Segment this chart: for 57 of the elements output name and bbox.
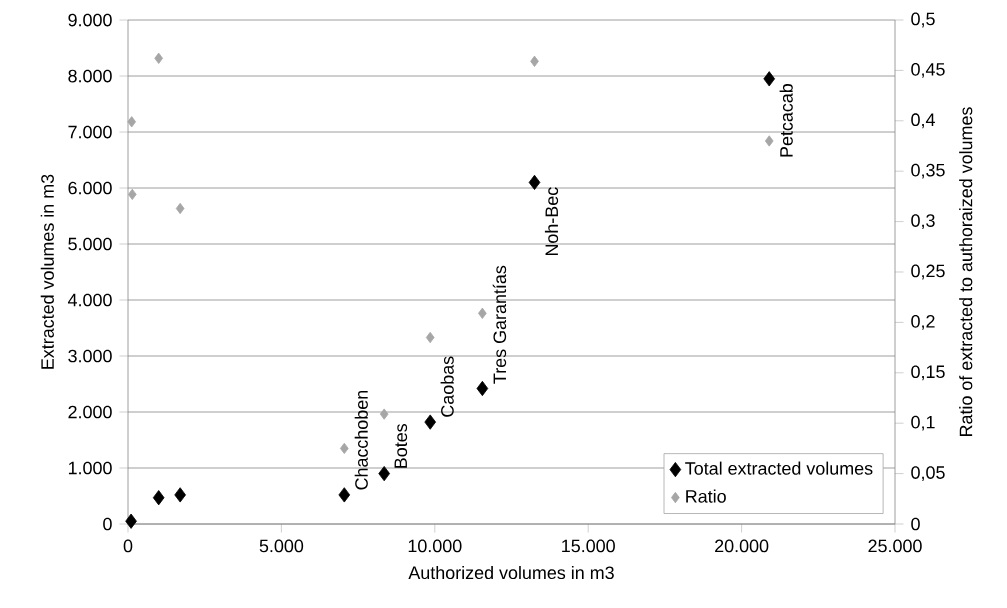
y-tick-label: 3.000 — [68, 349, 112, 363]
y-axis-title: Extracted volumes in m3 — [40, 174, 54, 369]
point — [478, 307, 487, 319]
legend-label: Total extracted volumes — [685, 461, 873, 475]
point — [154, 52, 163, 64]
annotation: Chacchoben — [354, 390, 368, 490]
point — [152, 490, 165, 506]
point — [128, 188, 137, 200]
y-tick-label: 9.000 — [68, 13, 112, 27]
y-tick-label: 4.000 — [67, 293, 112, 307]
annotation: Botes — [394, 424, 408, 468]
x-tick-label: 15.000 — [562, 539, 615, 553]
y-tick-label: 2.000 — [68, 405, 112, 419]
point — [528, 174, 541, 191]
y2-tick-label: 0,05 — [911, 466, 945, 481]
y2-tick-label: 0,3 — [911, 214, 935, 229]
y-tick-label: 0 — [103, 517, 112, 531]
x-tick-label: 5.000 — [259, 539, 304, 553]
y2-tick-label: 0,45 — [911, 62, 945, 78]
annotation: Petcacab — [779, 83, 793, 157]
point — [764, 135, 774, 147]
y-tick-label: 5.000 — [68, 237, 112, 251]
point — [425, 331, 435, 344]
y-tick-label: 7.000 — [68, 125, 112, 139]
legend-label: Ratio — [686, 489, 726, 503]
x-tick-label: 20.000 — [715, 539, 769, 553]
annotation: Tres Garantías — [492, 265, 507, 384]
y2-tick-label: 0,15 — [911, 365, 945, 381]
point — [175, 202, 185, 215]
point — [379, 408, 389, 420]
y2-tick-label: 0,4 — [911, 113, 935, 129]
point — [378, 466, 390, 482]
point — [125, 513, 137, 529]
y2-tick-label: 0,5 — [911, 12, 935, 28]
point — [530, 55, 539, 67]
annotation: Noh-Bec — [544, 187, 559, 256]
y2-axis-title: Ratio of extracted to authoraized volumes — [959, 107, 973, 436]
point — [127, 116, 136, 128]
y2-tick-label: 0,1 — [911, 415, 935, 431]
point — [174, 487, 186, 503]
point — [424, 414, 436, 430]
y-tick-label: 1.000 — [68, 461, 112, 475]
x-tick-label: 10.000 — [408, 539, 462, 553]
x-tick-label: 25.000 — [868, 539, 922, 553]
point — [476, 380, 489, 397]
annotation: Caobas — [440, 356, 454, 417]
y2-tick-label: 0 — [911, 517, 920, 531]
y2-tick-label: 0,25 — [911, 264, 945, 280]
x-axis-title: Authorized volumes in m3 — [408, 565, 614, 580]
y2-tick-label: 0,2 — [911, 314, 935, 330]
y-tick-label: 8.000 — [68, 69, 112, 83]
point — [340, 442, 349, 454]
x-tick-label: 0 — [123, 539, 133, 553]
y-tick-label: 6.000 — [68, 181, 112, 195]
y2-tick-label: 0,35 — [911, 163, 945, 179]
point — [338, 487, 351, 503]
point — [763, 71, 776, 87]
